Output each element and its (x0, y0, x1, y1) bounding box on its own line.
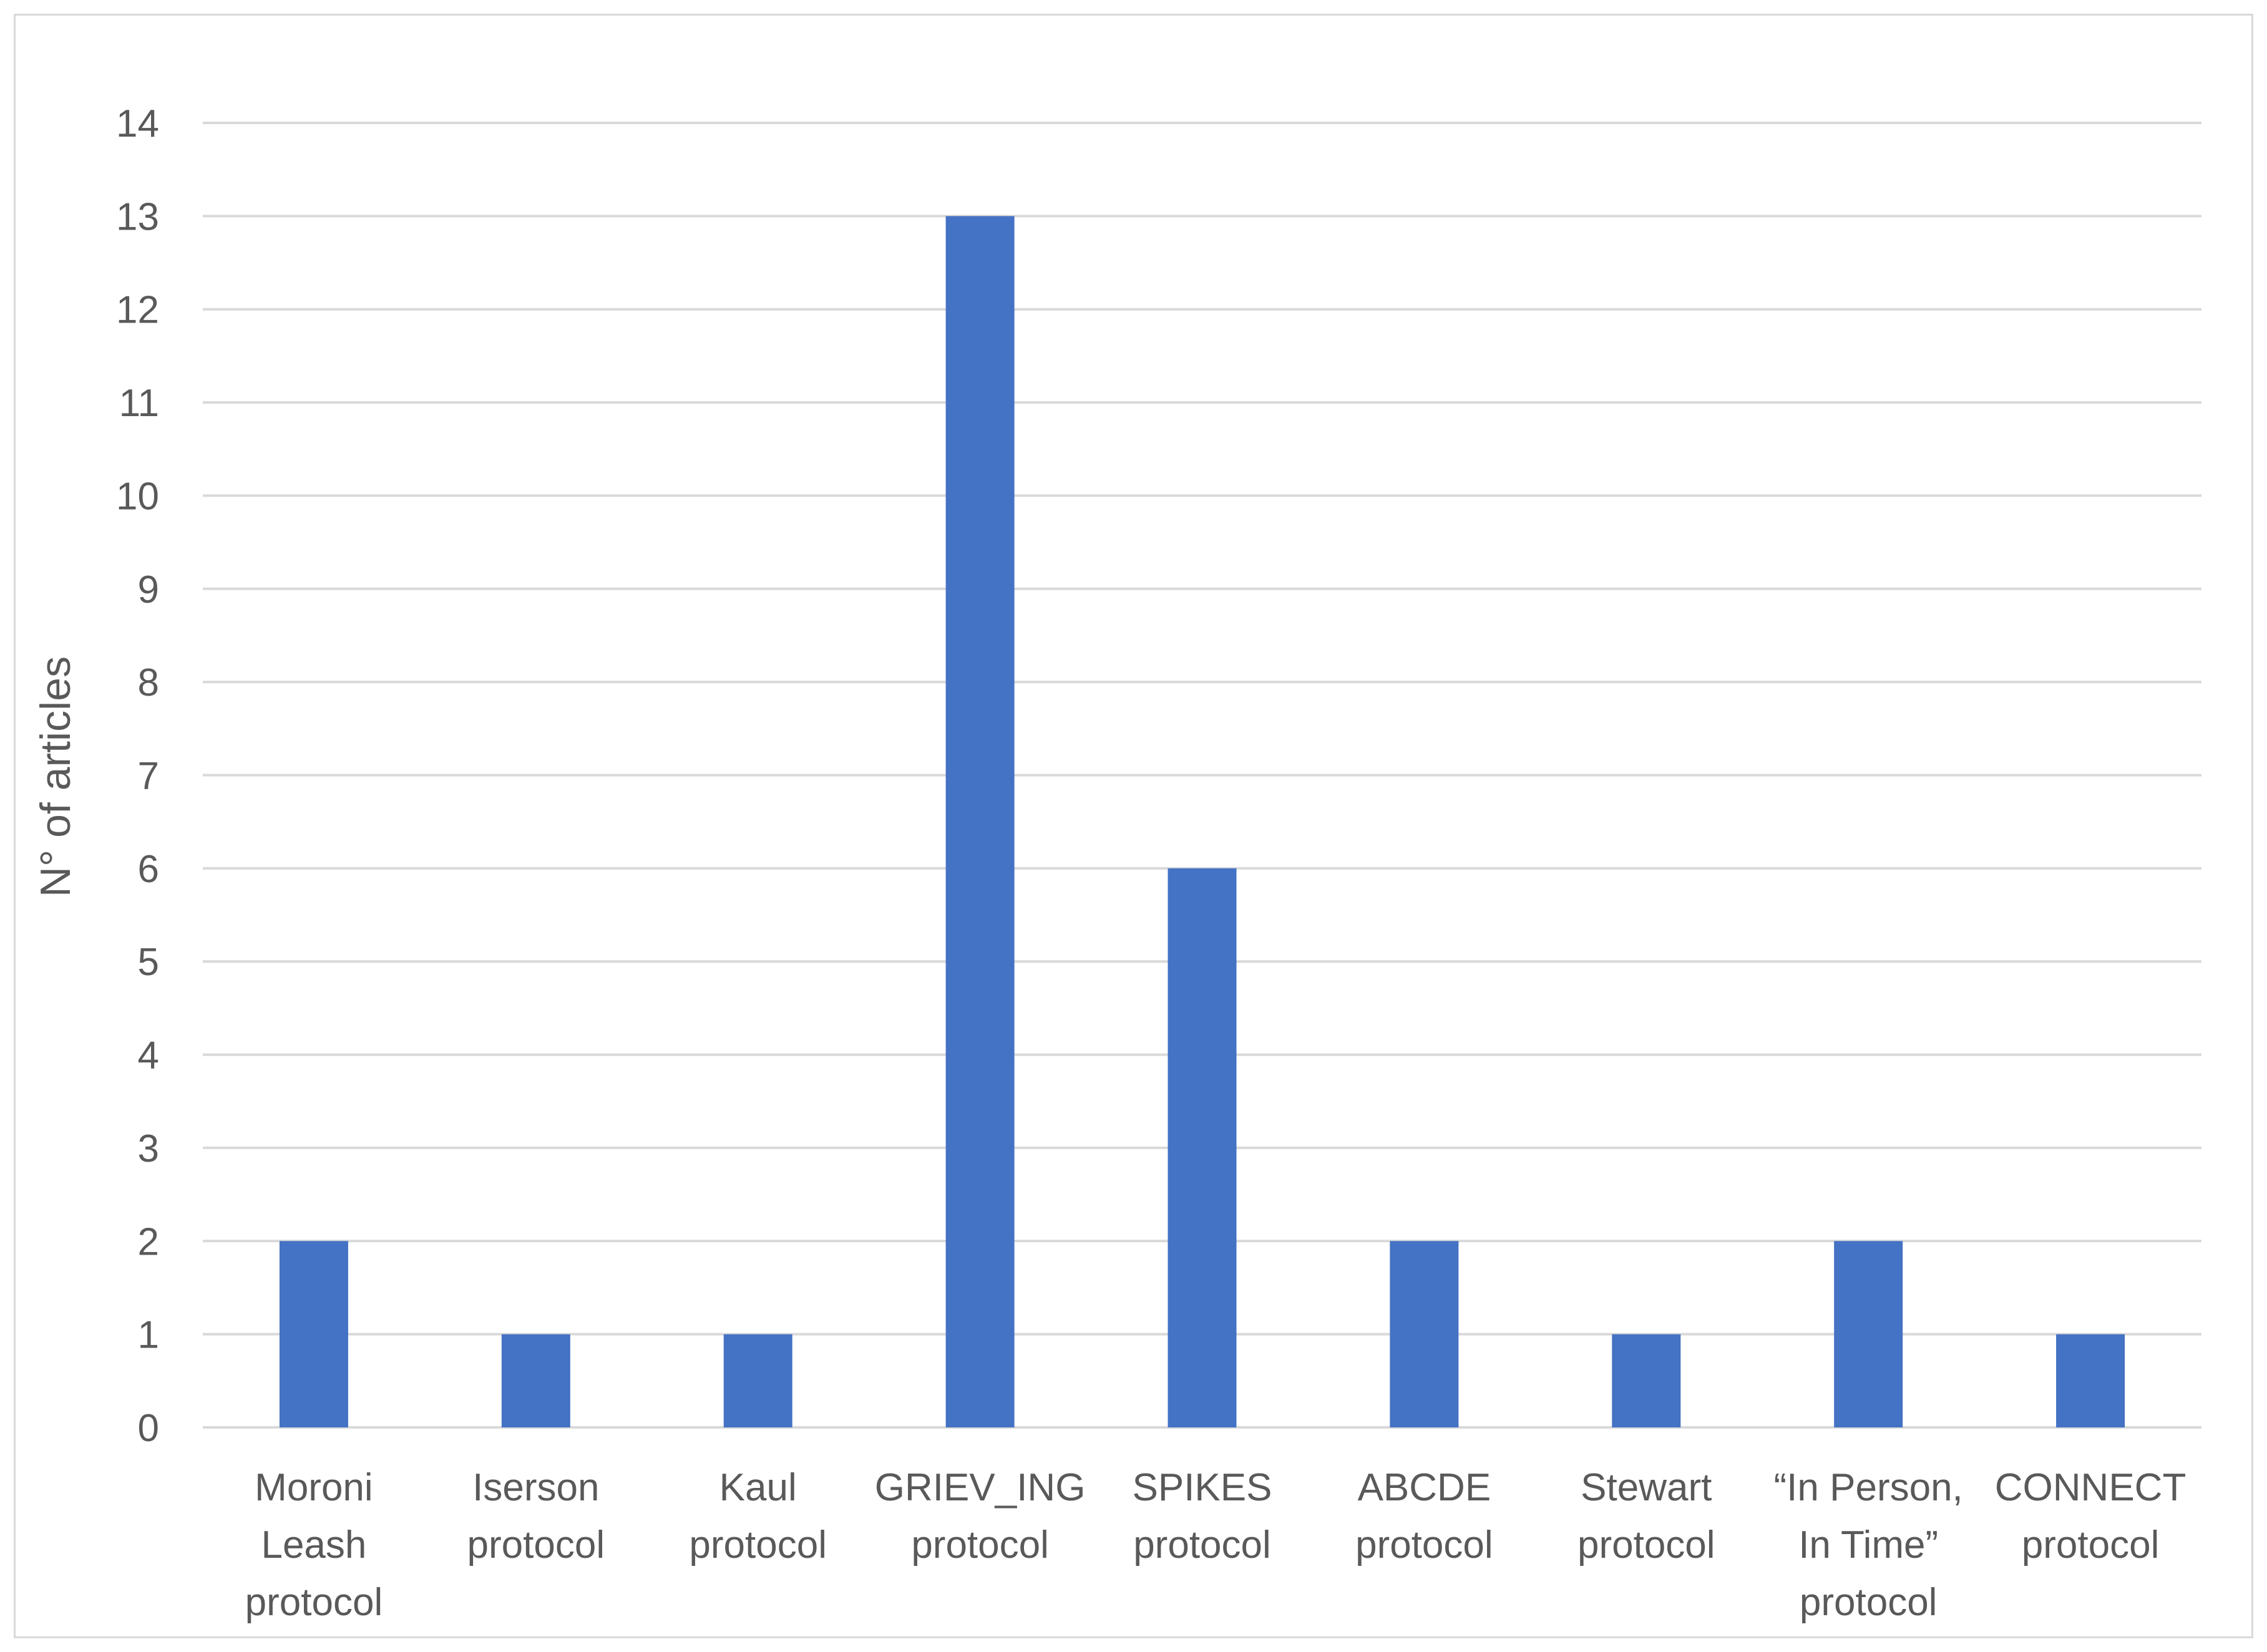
x-tick-label: Iserson protocol (467, 1466, 605, 1567)
bars (279, 216, 2125, 1427)
y-tick-label: 2 (138, 1220, 159, 1263)
bar (1168, 868, 1237, 1427)
y-tick-label: 0 (138, 1407, 159, 1450)
x-tick-label: Stewart protocol (1577, 1466, 1715, 1567)
x-tick-label-line: protocol (1800, 1581, 1938, 1624)
x-tick-label-line: protocol (245, 1581, 383, 1624)
x-tick-label-line: Kaul (719, 1466, 797, 1509)
x-tick-label-line: ABCDE (1358, 1466, 1491, 1509)
y-tick-label: 4 (138, 1034, 159, 1077)
y-tick-label: 11 (119, 382, 159, 425)
x-tick-label-line: In Time” (1798, 1523, 1938, 1567)
bar (501, 1334, 570, 1427)
bar (1834, 1241, 1903, 1427)
x-tick-label: SPIKES protocol (1133, 1466, 1272, 1567)
x-tick-label-line: “In Person, (1774, 1466, 1963, 1509)
x-axis-ticks: Moroni Leash protocol Iserson protocol Kaul pr… (245, 1466, 2187, 1624)
x-tick-label: CONNECT protocol (1995, 1466, 2187, 1567)
y-axis-label: N° of articles (32, 656, 79, 897)
bar (1390, 1241, 1459, 1427)
x-tick-label-line: Moroni (255, 1466, 373, 1509)
bar (723, 1334, 792, 1427)
bar (1612, 1334, 1681, 1427)
x-tick-label-line: Iserson (472, 1466, 599, 1509)
y-tick-label: 5 (138, 941, 159, 984)
y-tick-label: 8 (138, 661, 159, 704)
x-tick-label-line: CONNECT (1995, 1466, 2187, 1509)
y-tick-label: 1 (138, 1314, 159, 1357)
x-tick-label: Moroni Leash protocol (245, 1466, 383, 1624)
x-tick-label: Kaul protocol (689, 1466, 827, 1567)
y-tick-label: 7 (138, 755, 159, 798)
y-tick-label: 6 (138, 848, 159, 891)
x-tick-label-line: protocol (911, 1523, 1049, 1567)
y-tick-label: 10 (116, 475, 159, 518)
y-tick-label: 12 (116, 289, 159, 332)
y-tick-label: 13 (116, 195, 159, 238)
bar (945, 216, 1015, 1427)
bar (2056, 1334, 2125, 1427)
x-tick-label: GRIEV_ING protocol (875, 1466, 1086, 1567)
x-tick-label-line: protocol (1133, 1523, 1271, 1567)
x-tick-label: “In Person, In Time” protocol (1774, 1466, 1963, 1624)
x-tick-label-line: Leash (261, 1523, 366, 1567)
x-tick-label-line: protocol (467, 1523, 605, 1567)
bar (279, 1241, 348, 1427)
x-tick-label-line: protocol (1355, 1523, 1493, 1567)
x-tick-label-line: protocol (1577, 1523, 1715, 1567)
x-tick-label: ABCDE protocol (1355, 1466, 1493, 1567)
x-tick-label-line: Stewart (1581, 1466, 1712, 1509)
x-tick-label-line: GRIEV_ING (875, 1466, 1086, 1509)
y-tick-label: 3 (138, 1127, 159, 1170)
x-tick-label-line: protocol (689, 1523, 827, 1567)
x-tick-label-line: protocol (2022, 1523, 2160, 1567)
x-tick-label-line: SPIKES (1133, 1466, 1272, 1509)
y-tick-label: 9 (138, 568, 159, 611)
y-tick-label: 14 (116, 102, 159, 145)
